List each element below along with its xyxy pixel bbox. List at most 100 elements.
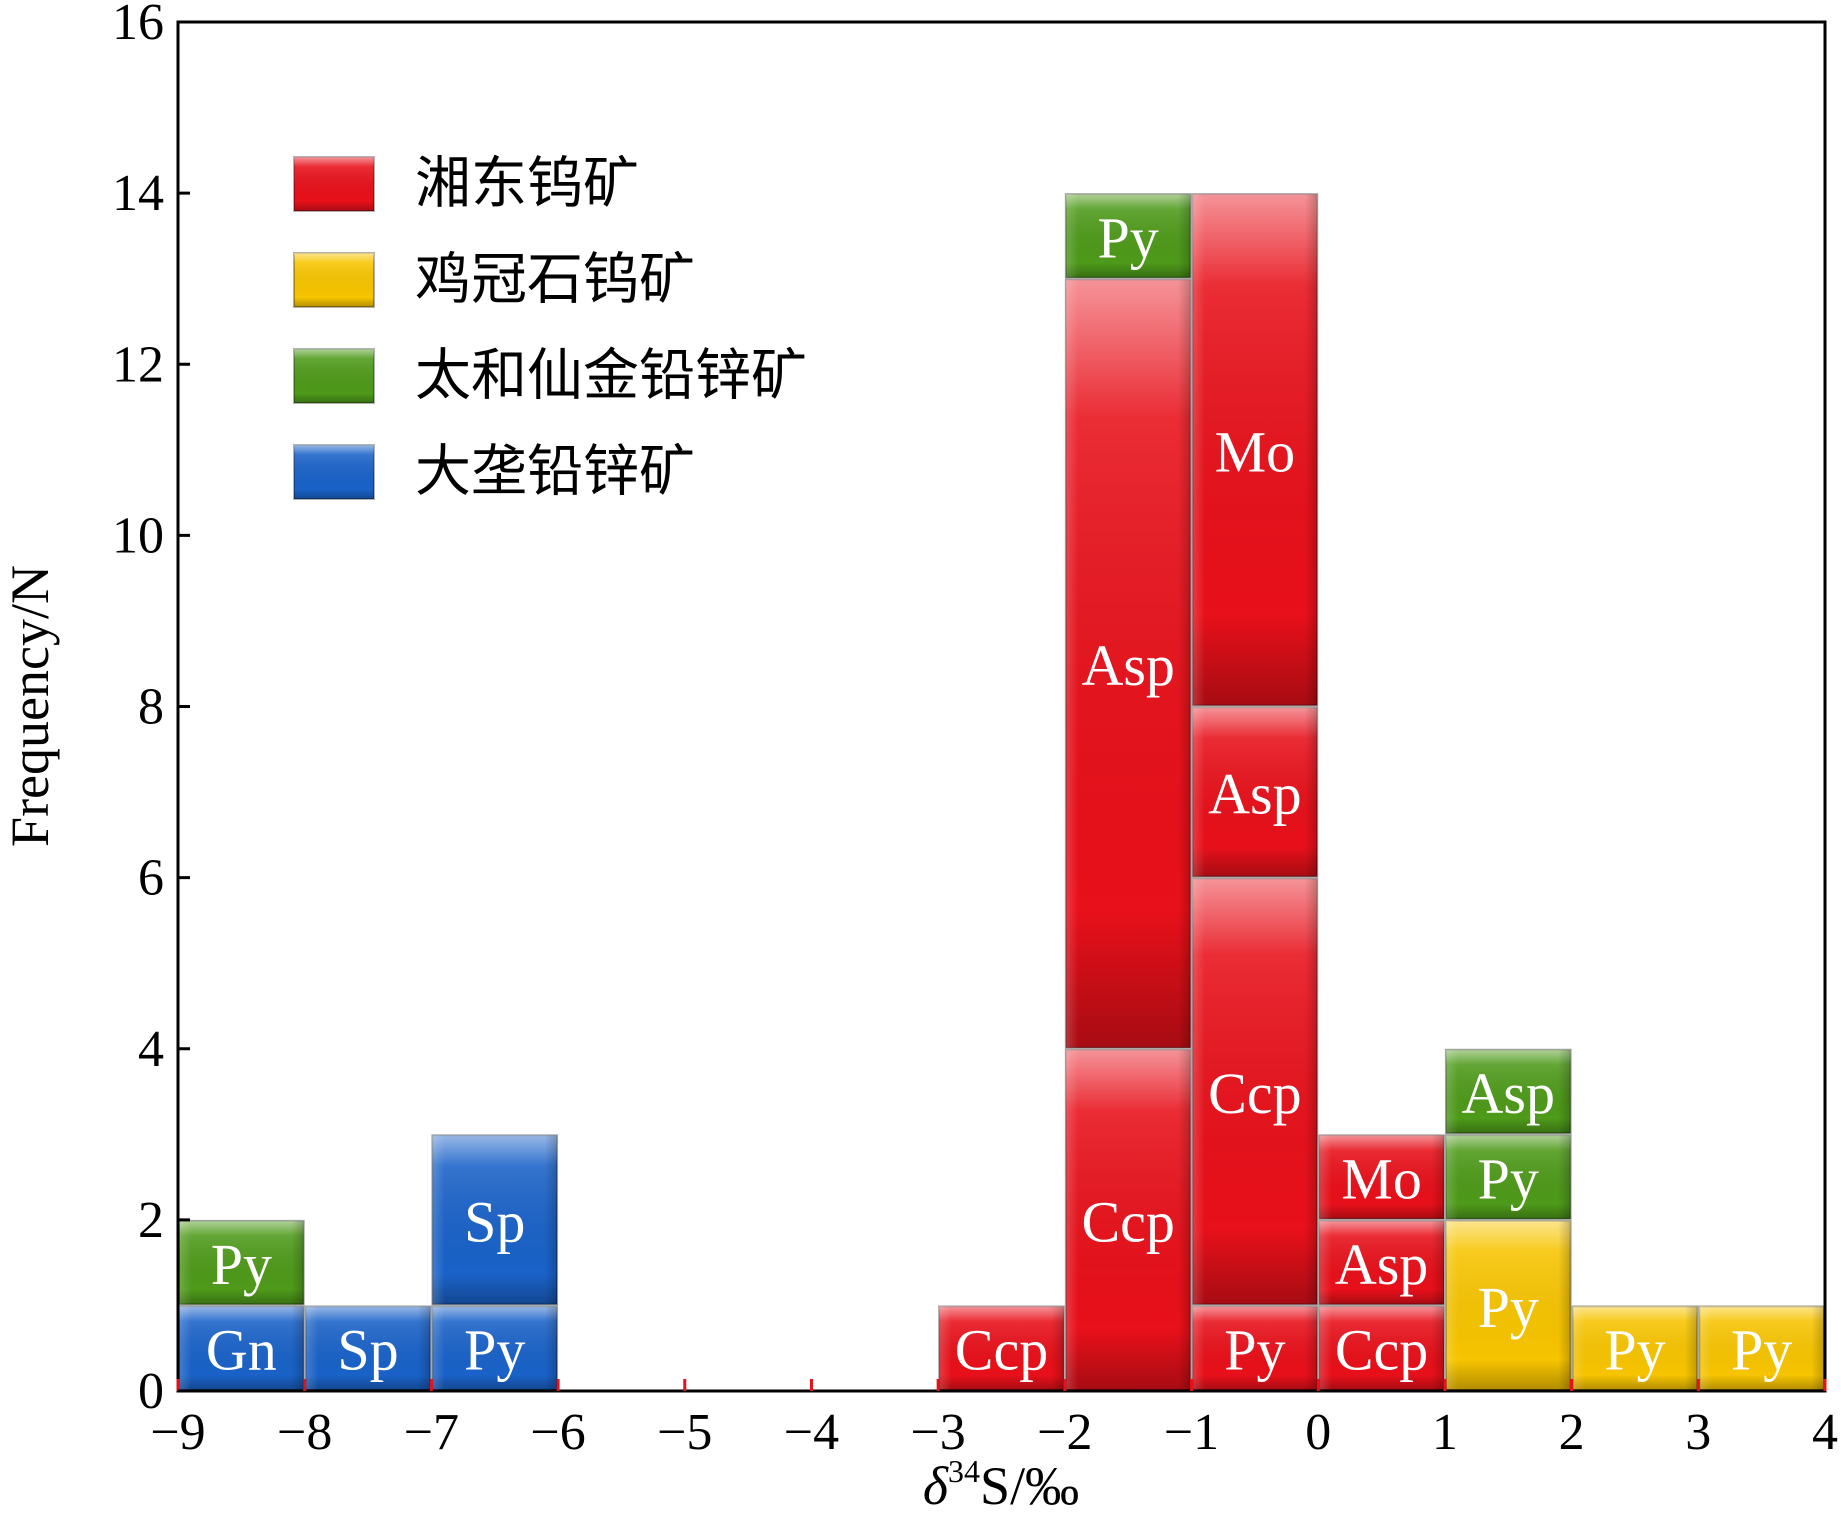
legend-swatch-shine <box>294 445 374 499</box>
legend-label: 大垄铅锌矿 <box>415 440 695 505</box>
bar-segment-shade <box>1192 707 1318 877</box>
legend-label: 太和仙金铅锌矿 <box>415 344 807 409</box>
bar-segment-shade <box>1192 878 1318 1305</box>
bar-segment-label: Ccp <box>1208 1061 1301 1126</box>
bar-segment-label: Asp <box>1335 1232 1428 1297</box>
legend-swatch-shine <box>294 253 374 307</box>
bar-segment-label: Py <box>1224 1318 1285 1383</box>
bar-segment: Sp <box>431 1134 559 1306</box>
y-tick-label: 8 <box>138 679 164 736</box>
bar-segment: Py <box>1444 1134 1572 1220</box>
bar-segment-label: Asp <box>1081 633 1174 698</box>
bar-segment-label: Py <box>1604 1318 1665 1383</box>
bar-segment: Py <box>1698 1305 1826 1391</box>
bar-segment-shade <box>939 1306 1064 1390</box>
x-axis-title-suffix: S/‰ <box>980 1456 1079 1516</box>
legend-item: 大垄铅锌矿 <box>293 440 695 505</box>
bar-segment-shade <box>1065 279 1191 1048</box>
bar-segment-shade <box>1192 194 1318 706</box>
bar-segment: Asp <box>1444 1048 1572 1135</box>
bar-segment: Sp <box>304 1305 432 1391</box>
y-axis-title: Frequency/N <box>0 565 60 847</box>
x-tick-label: 1 <box>1432 1404 1458 1461</box>
bar-segment-label: Gn <box>206 1318 277 1383</box>
bar-segment-shade <box>1065 194 1191 278</box>
bar-segment-label: Mo <box>1341 1147 1422 1212</box>
legend-swatch-shine <box>294 157 374 211</box>
legend-label: 鸡冠石钨矿 <box>415 248 695 313</box>
bar-segment: Py <box>1571 1305 1699 1391</box>
bar-segment: Py <box>1064 193 1192 279</box>
x-tick-label: −9 <box>150 1404 205 1461</box>
y-tick-label: 4 <box>138 1021 164 1078</box>
bar-segment: Mo <box>1318 1134 1445 1220</box>
bar-segment: Asp <box>1191 706 1319 878</box>
bar-segment: Ccp <box>1318 1305 1445 1391</box>
bar-segment: Ccp <box>1191 877 1319 1306</box>
bar-segment-label: Py <box>1478 1275 1539 1340</box>
x-axis-title: δ34S/‰ <box>923 1453 1079 1516</box>
bar-segment-shade <box>1572 1306 1698 1390</box>
bar-segment-shade <box>1065 1049 1191 1390</box>
bar-segment: Py <box>178 1219 305 1306</box>
bar-segment-label: Py <box>464 1318 525 1383</box>
x-tick-label: −6 <box>530 1404 585 1461</box>
x-axis-title-delta: δ <box>923 1456 949 1516</box>
bar-segment-shade <box>1445 1135 1571 1219</box>
bar-segment-shade <box>1319 1135 1444 1219</box>
x-tick-label: 0 <box>1305 1404 1331 1461</box>
bar-segment: Ccp <box>1064 1048 1192 1391</box>
bar-segment-label: Asp <box>1208 762 1301 827</box>
bar-segment: Asp <box>1318 1219 1445 1306</box>
x-tick-label: 3 <box>1685 1404 1711 1461</box>
bar-segment-label: Ccp <box>1081 1189 1174 1254</box>
x-axis-title-superscript: 34 <box>948 1453 980 1489</box>
bar-segment: Py <box>1191 1305 1319 1391</box>
x-axis: −9 −8 −7 −6 −5 −4 −3 −2 −1 0 1 2 3 4 <box>150 1379 1838 1461</box>
bar-segment-shade <box>179 1220 304 1305</box>
bar-segment-shade <box>1192 1306 1318 1390</box>
x-tick-label: −4 <box>784 1404 839 1461</box>
bar-segment: Asp <box>1064 278 1192 1049</box>
x-tick-label: −1 <box>1164 1404 1219 1461</box>
bar-segment-label: Ccp <box>1335 1318 1428 1383</box>
bar-segment-shade <box>1319 1306 1444 1390</box>
bar-segment: Mo <box>1191 193 1319 707</box>
bar-segment-label: Py <box>1098 205 1159 270</box>
bar-segment-label: Mo <box>1215 419 1296 484</box>
bar-segment-shade <box>432 1135 558 1305</box>
bars-layer: Gn Py Sp Py Sp Ccp Ccp Asp Py Py Ccp Asp Mo Ccp Asp Mo P… <box>178 193 1826 1391</box>
bar-segment-label: Py <box>1478 1147 1539 1212</box>
bar-segment: Py <box>1444 1219 1572 1391</box>
x-tick-label: 2 <box>1559 1404 1585 1461</box>
x-tick-label: 4 <box>1812 1404 1838 1461</box>
bar-segment-shade <box>179 1306 304 1390</box>
plot-frame <box>176 20 1827 1393</box>
x-tick-label: −7 <box>404 1404 459 1461</box>
bar-segment-shade <box>1699 1306 1824 1390</box>
y-tick-label: 16 <box>112 0 164 51</box>
legend-item: 鸡冠石钨矿 <box>293 248 695 313</box>
x-tick-label: −5 <box>657 1404 712 1461</box>
y-tick-label: 10 <box>112 507 164 564</box>
bar-segment: Gn <box>178 1305 305 1391</box>
y-axis: 0 2 4 6 8 10 12 14 16 <box>112 0 190 1420</box>
legend-item: 湘东钨矿 <box>293 152 639 217</box>
y-tick-label: 2 <box>138 1192 164 1249</box>
bar-segment-shade <box>1445 1049 1571 1134</box>
bar-segment: Py <box>431 1305 559 1391</box>
legend-label: 湘东钨矿 <box>415 152 639 217</box>
bar-segment-label: Asp <box>1462 1061 1555 1126</box>
y-tick-label: 12 <box>112 336 164 393</box>
y-tick-label: 6 <box>138 850 164 907</box>
bar-segment-label: Sp <box>337 1318 398 1383</box>
x-tick-label: −3 <box>910 1404 965 1461</box>
y-tick-label: 0 <box>138 1363 164 1420</box>
x-tick-label: −8 <box>277 1404 332 1461</box>
legend-swatch-shine <box>294 349 374 403</box>
bar-segment-shade <box>1445 1220 1571 1390</box>
bar-segment-label: Py <box>211 1232 272 1297</box>
bar-segment-shade <box>432 1306 558 1390</box>
legend-item: 太和仙金铅锌矿 <box>293 344 807 409</box>
